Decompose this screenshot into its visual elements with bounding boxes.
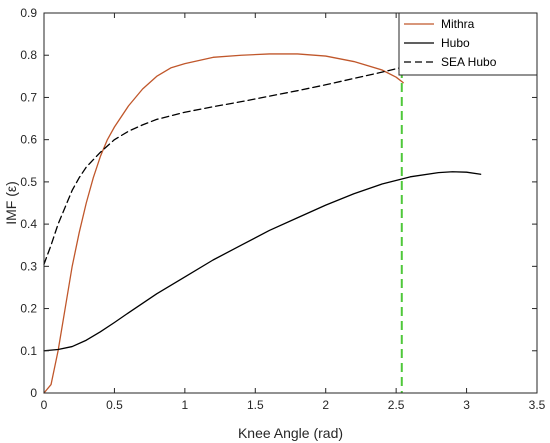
y-tick-label: 0.9 (20, 6, 37, 20)
axes (43, 12, 538, 394)
y-tick-label: 0.5 (20, 175, 37, 189)
plot-area (44, 13, 537, 393)
legend-box (398, 12, 538, 76)
legend-label-sea-hubo: SEA Hubo (441, 55, 497, 69)
x-tick-label: 2 (322, 398, 329, 412)
y-tick-label: 0.4 (20, 217, 37, 231)
y-tick-label: 0.8 (20, 48, 37, 62)
y-tick-label: 0.3 (20, 259, 37, 273)
x-tick-label: 1 (182, 398, 189, 412)
x-tick-label: 0 (41, 398, 48, 412)
y-tick-label: 0.6 (20, 133, 37, 147)
series-line-hubo (43, 171, 482, 352)
y-tick-label: 0.2 (20, 302, 37, 316)
plot-background (44, 13, 537, 393)
x-tick-label: 2.5 (388, 398, 405, 412)
legend: Mithra Hubo SEA Hubo (398, 12, 538, 76)
x-tick-label: 0.5 (106, 398, 123, 412)
y-tick-label: 0.7 (20, 90, 37, 104)
series-lines (43, 53, 482, 394)
x-tick-label: 3 (463, 398, 470, 412)
legend-label-hubo: Hubo (441, 36, 470, 50)
y-tick-label: 0 (30, 386, 37, 400)
y-tick-label: 0.1 (20, 344, 37, 358)
x-tick-label: 1.5 (247, 398, 264, 412)
x-axis-title: Knee Angle (rad) (238, 425, 343, 441)
series-line-sea-hubo (43, 54, 454, 265)
axes-box (43, 12, 538, 394)
series-line-mithra (43, 53, 404, 394)
legend-label-mithra: Mithra (441, 17, 475, 31)
y-axis-title: IMF (ε) (3, 181, 19, 225)
x-tick-label: 3.5 (529, 398, 546, 412)
tick-labels: 0 0.5 1 1.5 2 2.5 3 3.5 0 0.1 0.2 0.3 0.4 0.5 0.6 0.7 0.… (20, 6, 545, 412)
